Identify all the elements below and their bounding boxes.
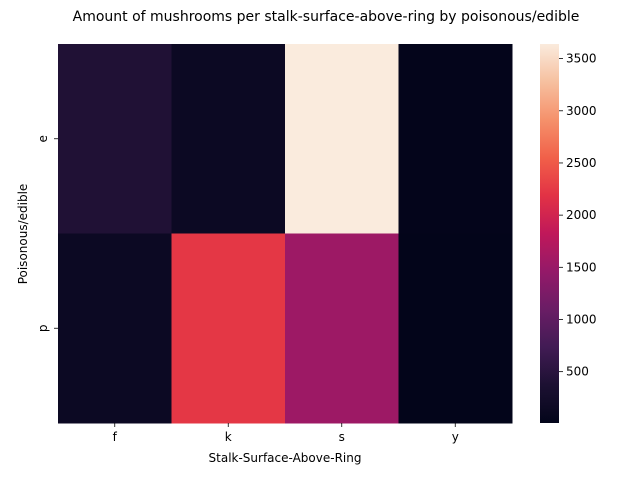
heatmap-cell-p-f [58,233,172,424]
x-tick-label: k [225,430,232,444]
chart-title: Amount of mushrooms per stalk-surface-ab… [73,9,580,25]
y-tick-label: p [36,324,50,332]
y-axis: ep [36,135,58,332]
x-tick-label: f [113,430,118,444]
colorbar-tick-label: 3000 [566,104,597,118]
x-axis-label: Stalk-Surface-Above-Ring [209,451,362,465]
colorbar-gradient [540,44,559,423]
heatmap-cells [58,44,513,424]
colorbar-tick-label: 1000 [566,312,597,326]
heatmap-cell-p-y [398,233,513,424]
heatmap-cell-p-s [285,233,399,424]
colorbar-tick-label: 2000 [566,208,597,222]
colorbar-tick-label: 1500 [566,260,597,274]
heatmap-cell-e-s [285,44,399,234]
y-tick-label: e [36,135,50,142]
y-axis-label: Poisonous/edible [16,184,30,285]
x-tick-label: s [339,430,345,444]
x-tick-label: y [452,430,459,444]
colorbar-tick-label: 3500 [566,52,597,66]
heatmap-cell-e-k [171,44,286,234]
colorbar-tick-label: 2500 [566,156,597,170]
heatmap-cell-e-f [58,44,172,234]
heatmap-cell-p-k [171,233,286,424]
colorbar-tick-label: 500 [566,365,589,379]
heatmap-cell-e-y [398,44,513,234]
colorbar: 500 1000 1500 2000 2500 3000 3500 [540,44,597,423]
